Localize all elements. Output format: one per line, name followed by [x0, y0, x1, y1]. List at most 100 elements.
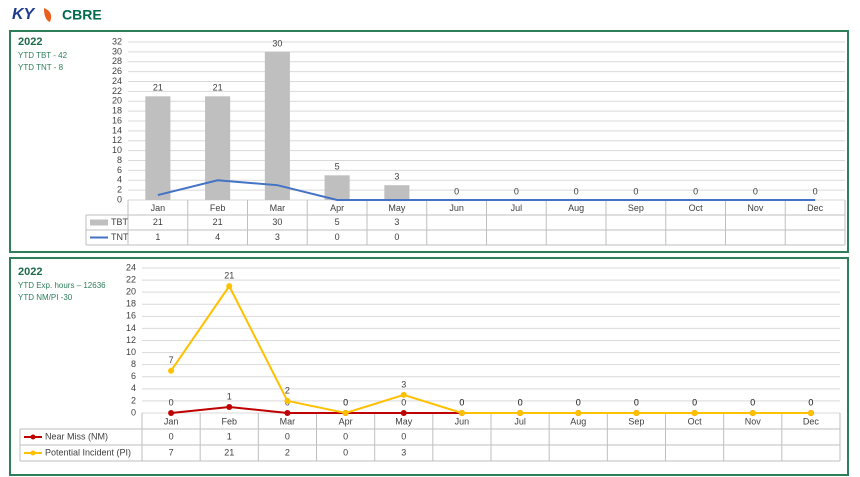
- y-tick-label: 18: [112, 106, 122, 116]
- data-label: 0: [514, 186, 519, 196]
- line: [157, 179, 816, 201]
- data-label: 0: [693, 186, 698, 196]
- y-tick-label: 4: [117, 175, 122, 185]
- table-cell: 3: [275, 232, 280, 242]
- y-tick-label: 28: [112, 56, 122, 66]
- panel-title: 2022: [18, 36, 42, 48]
- x-tick-label: Aug: [568, 203, 584, 213]
- legend-label: Potential Incident (PI): [45, 447, 131, 457]
- bar: [205, 96, 231, 200]
- y-tick-label: 22: [126, 274, 136, 284]
- x-tick-label: Jul: [514, 416, 526, 426]
- data-label: 0: [753, 186, 758, 196]
- data-label: 0: [692, 397, 697, 407]
- logo: KY: [12, 6, 36, 23]
- marker: [633, 410, 640, 416]
- marker: [400, 391, 407, 398]
- marker: [575, 410, 582, 416]
- marker: [807, 410, 814, 416]
- data-label: 0: [576, 397, 581, 407]
- legend-marker: [30, 434, 36, 440]
- y-tick-label: 4: [131, 383, 136, 393]
- data-label: 0: [692, 397, 697, 407]
- y-tick-label: 2: [131, 395, 136, 405]
- x-tick-label: Jul: [511, 203, 523, 213]
- x-tick-label: Dec: [803, 416, 820, 426]
- data-label: 0: [634, 397, 639, 407]
- data-label: 0: [634, 397, 639, 407]
- x-tick-label: Sep: [628, 203, 644, 213]
- table-cell: 2: [285, 447, 290, 457]
- table-cell: 5: [335, 217, 340, 227]
- y-tick-label: 16: [126, 311, 136, 321]
- data-label: 5: [335, 162, 340, 172]
- bar: [264, 51, 290, 200]
- data-label: 0: [454, 186, 459, 196]
- data-label: 0: [343, 397, 348, 407]
- data-label: 1: [227, 391, 232, 401]
- data-label: 0: [633, 186, 638, 196]
- y-tick-label: 12: [112, 135, 122, 145]
- table-cell: 1: [227, 431, 232, 441]
- x-tick-label: Sep: [628, 416, 644, 426]
- table-cell: 21: [213, 217, 223, 227]
- data-label: 30: [272, 38, 282, 48]
- table-cell: 0: [343, 431, 348, 441]
- y-tick-label: 16: [112, 115, 122, 125]
- data-label: 0: [750, 397, 755, 407]
- legend-swatch: [90, 219, 108, 226]
- x-tick-label: Oct: [689, 203, 704, 213]
- bar: [324, 175, 350, 200]
- x-tick-label: Jun: [449, 203, 464, 213]
- table-cell: 21: [153, 217, 163, 227]
- data-label: 0: [459, 397, 464, 407]
- data-label: 0: [343, 397, 348, 407]
- table-cell: 0: [343, 447, 348, 457]
- x-tick-label: Feb: [221, 416, 237, 426]
- data-label: 7: [169, 355, 174, 365]
- y-tick-label: 18: [126, 299, 136, 309]
- y-tick-label: 14: [112, 125, 122, 135]
- y-tick-label: 26: [112, 66, 122, 76]
- marker: [458, 410, 465, 416]
- data-label: 21: [153, 83, 163, 93]
- brand: CBRE: [62, 7, 102, 23]
- data-label: 0: [459, 397, 464, 407]
- marker: [284, 397, 291, 404]
- y-tick-label: 10: [126, 347, 136, 357]
- y-tick-label: 10: [112, 145, 122, 155]
- x-tick-label: Feb: [210, 203, 226, 213]
- marker: [284, 410, 291, 416]
- data-label: 0: [576, 397, 581, 407]
- data-label: 0: [518, 397, 523, 407]
- line: [170, 284, 811, 415]
- y-tick-label: 8: [117, 155, 122, 165]
- y-tick-label: 6: [131, 371, 136, 381]
- data-label: 21: [224, 271, 234, 281]
- panel: [9, 257, 849, 476]
- table-cell: 4: [215, 232, 220, 242]
- x-tick-label: Mar: [270, 203, 286, 213]
- legend-label: Near Miss (NM): [45, 431, 108, 441]
- logo-flame: [44, 8, 52, 22]
- table-cell: 0: [335, 232, 340, 242]
- table-cell: 30: [272, 217, 282, 227]
- y-tick-label: 24: [112, 76, 122, 86]
- y-tick-label: 6: [117, 165, 122, 175]
- table-cell: 0: [169, 431, 174, 441]
- y-tick-label: 12: [126, 335, 136, 345]
- y-tick-label: 2: [117, 185, 122, 195]
- data-label: 0: [808, 397, 813, 407]
- y-tick-label: 20: [126, 287, 136, 297]
- x-tick-label: Apr: [339, 416, 353, 426]
- data-label: 3: [401, 379, 406, 389]
- table-cell: 1: [155, 232, 160, 242]
- marker: [168, 367, 175, 374]
- table-cell: 0: [401, 431, 406, 441]
- legend-label: TBT: [111, 217, 129, 227]
- table-cell: 3: [394, 217, 399, 227]
- y-tick-label: 30: [112, 46, 122, 56]
- data-label: 0: [750, 397, 755, 407]
